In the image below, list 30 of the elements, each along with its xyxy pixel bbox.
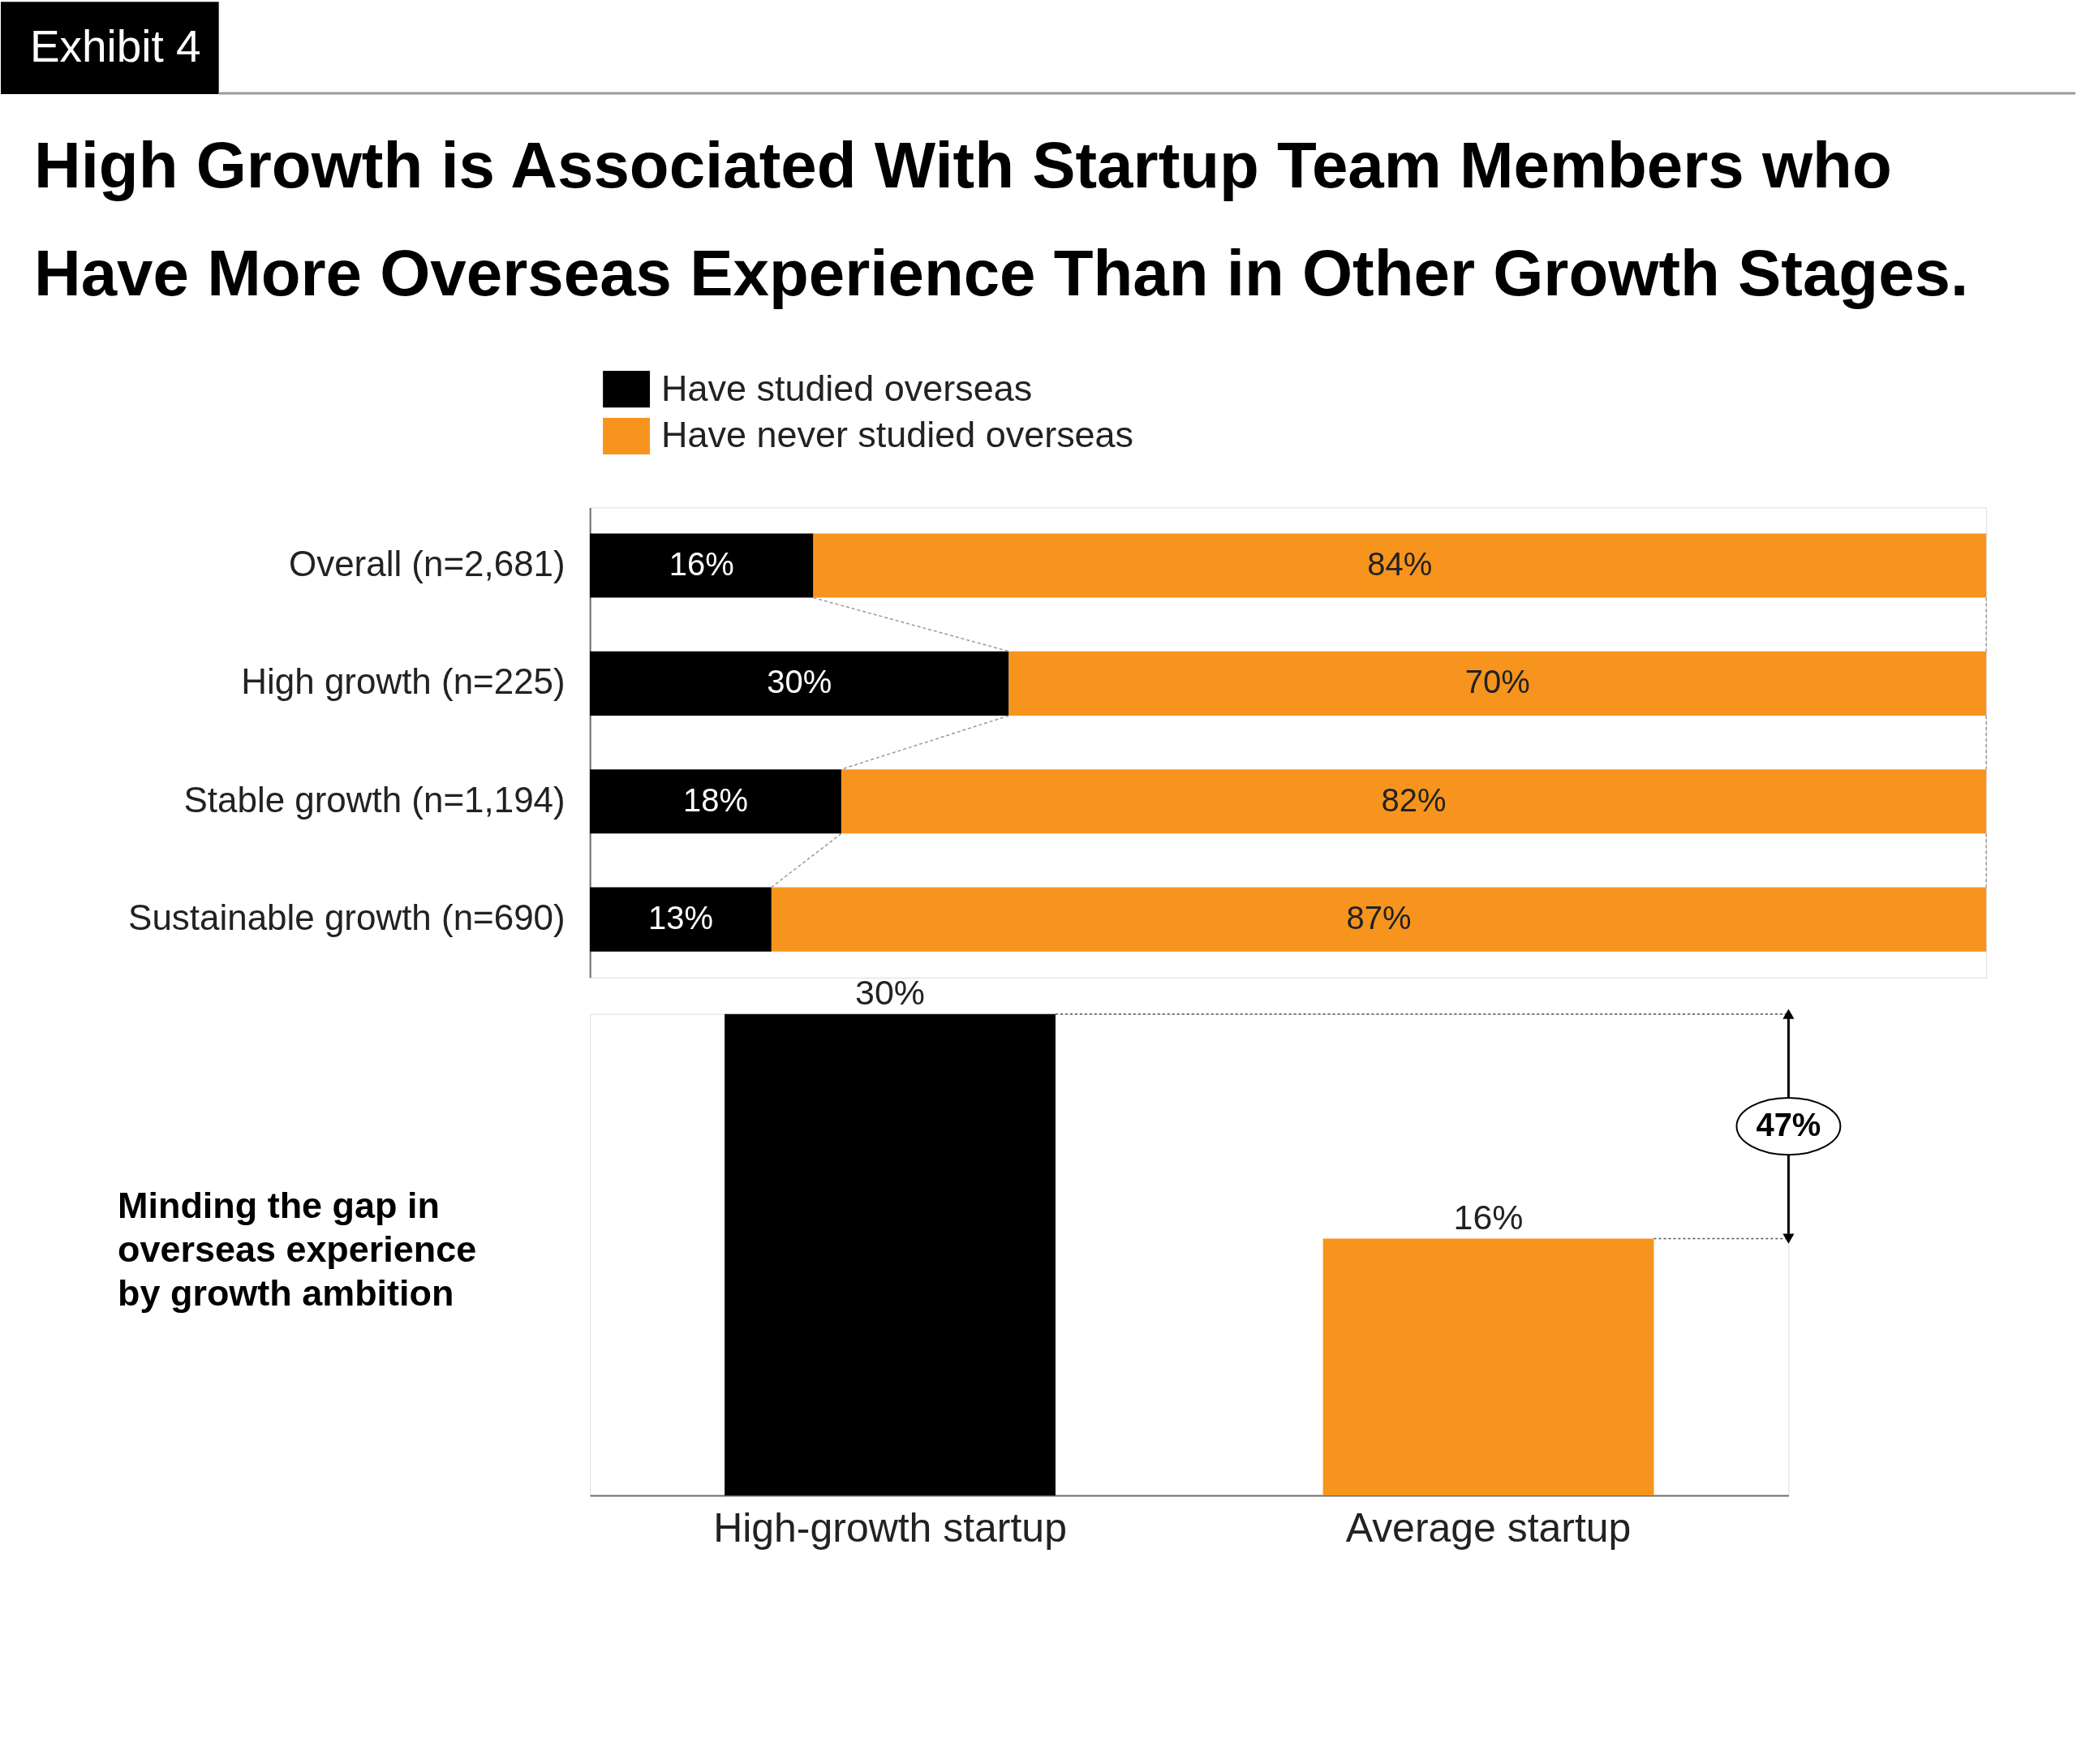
- data-label: 16%: [1453, 1197, 1524, 1237]
- x-tick-label: High-growth startup: [713, 1505, 1067, 1551]
- bar: [590, 651, 1009, 716]
- bar: [771, 887, 1987, 952]
- bar: [841, 769, 1987, 834]
- data-label: 84%: [1367, 545, 1433, 582]
- data-label: 16%: [669, 545, 734, 582]
- y-tick-label: High growth (n=225): [241, 661, 565, 702]
- text: Minding the gap in overseas experience by growth ambition: [118, 1185, 477, 1314]
- legend-label: Have studied overseas: [661, 367, 1033, 409]
- annotation: 47%: [1756, 1107, 1821, 1143]
- data-label: 70%: [1464, 664, 1530, 700]
- data-label: 13%: [648, 900, 713, 936]
- data-label: 30%: [767, 664, 832, 700]
- data-label: 82%: [1381, 781, 1447, 818]
- y-tick-label: Overall (n=2,681): [289, 543, 565, 583]
- legend-label: Have never studied overseas: [661, 414, 1134, 456]
- data-label: 18%: [683, 781, 749, 818]
- bar: [590, 769, 841, 834]
- bar: [590, 887, 772, 952]
- y-tick-label: Sustainable growth (n=690): [128, 897, 565, 938]
- text: Exhibit 4: [29, 21, 201, 72]
- data-label: 30%: [855, 972, 925, 1012]
- bar: [590, 533, 814, 598]
- chart-title: High Growth is Associated With Startup Team Members who Have More Overseas Experience Than in Other Growth Stages.: [33, 128, 1969, 309]
- y-tick-label: Stable growth (n=1,194): [183, 779, 565, 820]
- x-tick-label: Average startup: [1345, 1505, 1632, 1551]
- data-label: 87%: [1346, 900, 1412, 936]
- bar: [1008, 651, 1987, 716]
- bar: [813, 533, 1987, 598]
